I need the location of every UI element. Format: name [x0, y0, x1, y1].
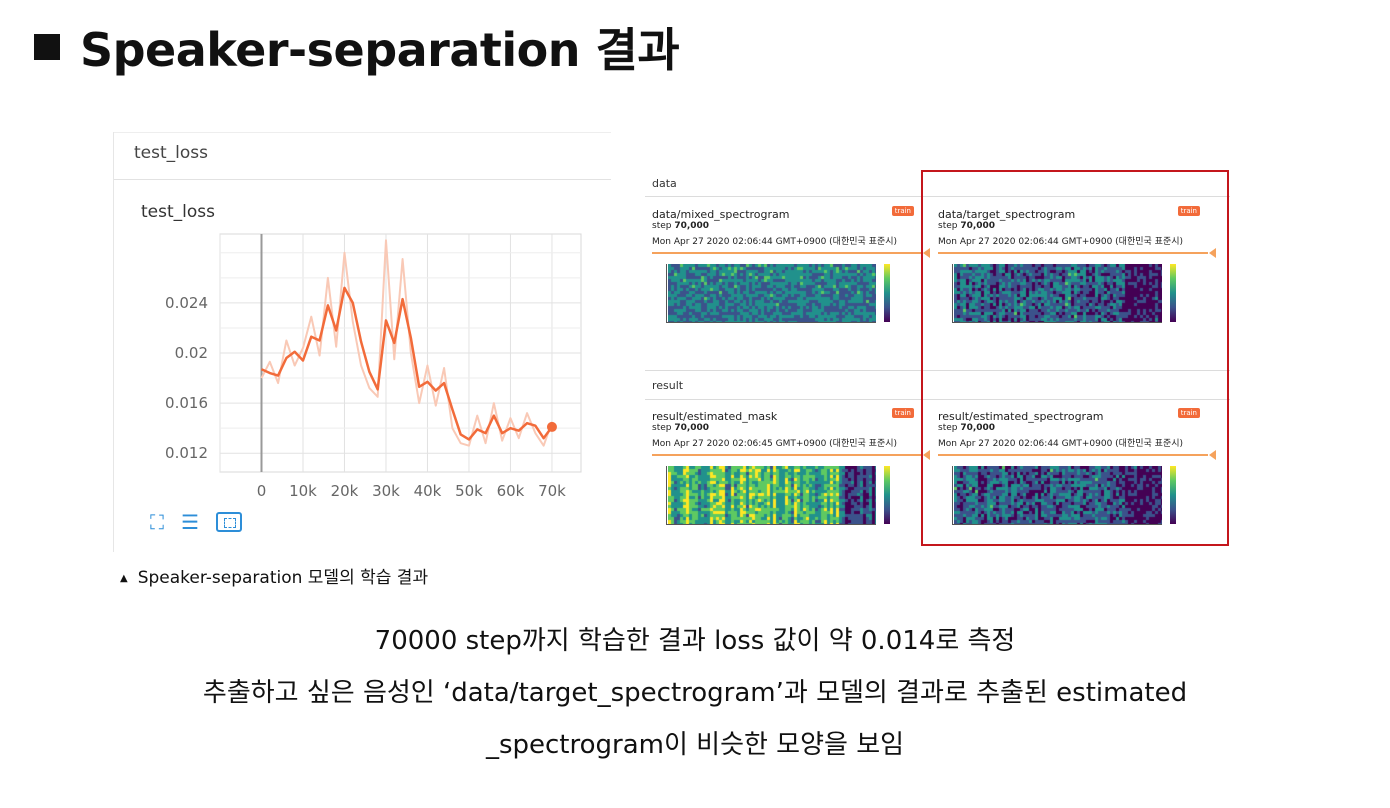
image-card-timestamp: Mon Apr 27 2020 02:06:44 GMT+0900 (대한민국 … — [938, 237, 1184, 247]
spectrogram-y-axis — [952, 264, 953, 322]
image-card-timestamp: Mon Apr 27 2020 02:06:44 GMT+0900 (대한민국 … — [652, 237, 898, 247]
spectrogram-x-axis — [666, 524, 876, 525]
section-label-result: result — [652, 379, 684, 392]
spectrogram-y-axis — [952, 466, 953, 524]
image-card-step-value: 70,000 — [960, 423, 996, 433]
x-tick-label: 50k — [455, 482, 483, 500]
body-line-1: 70000 step까지 학습한 결과 loss 값이 약 0.014로 측정 — [374, 626, 1016, 656]
x-tick-label: 30k — [372, 482, 400, 500]
image-card-step: step 70,000 — [652, 423, 709, 433]
fit-domain-icon[interactable] — [216, 512, 243, 532]
y-tick-label: 0.024 — [165, 294, 208, 312]
section-divider — [645, 370, 1230, 371]
image-card: result/estimated_mask step 70,000 Mon Apr … — [652, 408, 930, 560]
spectrogram-x-axis — [952, 322, 1162, 323]
section-divider — [645, 196, 1230, 197]
slider-knob[interactable] — [923, 450, 930, 460]
list-icon[interactable]: ☰ — [181, 510, 200, 534]
image-card-step-prefix: step — [652, 423, 675, 433]
run-badge: train — [1177, 408, 1200, 418]
image-card-step: step 70,000 — [652, 221, 709, 231]
run-badge: train — [1177, 206, 1200, 216]
image-card: data/target_spectrogram step 70,000 Mon Ap… — [938, 206, 1216, 358]
image-card-step-value: 70,000 — [674, 423, 710, 433]
colorbar — [1170, 264, 1176, 322]
body-line-3: _spectrogram이 비슷한 모양을 보임 — [485, 730, 905, 760]
figure-caption-text: Speaker-separation 모델의 학습 결과 — [137, 568, 429, 588]
image-card-step-prefix: step — [652, 221, 675, 231]
smoothed-series-line — [260, 286, 553, 441]
spectrogram-image — [954, 264, 1162, 322]
tb-panel-header-label: test_loss — [134, 143, 208, 163]
spectrogram-image — [954, 466, 1162, 524]
last-point-marker — [546, 421, 557, 432]
image-card-title: data/target_spectrogram — [938, 208, 1076, 221]
spectrogram-x-axis — [952, 524, 1162, 525]
image-card-step: step 70,000 — [938, 423, 995, 433]
image-card-step-prefix: step — [938, 221, 961, 231]
colorbar — [884, 466, 890, 524]
colorbar — [884, 264, 890, 322]
square-bullet-icon — [34, 34, 60, 60]
spectrogram-y-axis — [666, 466, 667, 524]
x-tick-label: 60k — [497, 482, 525, 500]
image-card-step-prefix: step — [938, 423, 961, 433]
image-card: data/mixed_spectrogram step 70,000 Mon Apr… — [652, 206, 930, 358]
x-tick-label: 70k — [538, 482, 566, 500]
run-badge: train — [891, 408, 914, 418]
section-divider — [645, 399, 1230, 400]
x-tick-label: 40k — [414, 482, 442, 500]
slider-knob[interactable] — [1209, 248, 1216, 258]
tensorboard-scalar-panel: test_loss test_loss 0 10k 20k 30k 40k 50k 60k 7… — [113, 132, 611, 552]
spectrogram-x-axis — [666, 322, 876, 323]
figure-caption: ▲ Speaker-separation 모델의 학습 결과 — [120, 563, 428, 588]
tb-chart-toolbar: ⛶ ☰ — [150, 510, 254, 534]
run-badge: train — [891, 206, 914, 216]
spectrogram-image — [668, 466, 876, 524]
image-card-timestamp: Mon Apr 27 2020 02:06:45 GMT+0900 (대한민국 … — [652, 439, 898, 449]
expand-icon[interactable]: ⛶ — [150, 510, 164, 534]
image-card-timestamp: Mon Apr 27 2020 02:06:44 GMT+0900 (대한민국 … — [938, 439, 1184, 449]
step-slider[interactable] — [652, 450, 930, 460]
step-slider[interactable] — [938, 450, 1216, 460]
x-tick-label: 10k — [289, 482, 317, 500]
triangle-bullet-icon: ▲ — [120, 573, 128, 584]
raw-series-line — [260, 239, 553, 447]
test-loss-chart: 0 10k 20k 30k 40k 50k 60k 70k 0.012 0.016 0.02 0.02… — [165, 233, 582, 500]
y-tick-label: 0.02 — [175, 344, 208, 362]
step-slider[interactable] — [652, 248, 930, 258]
image-card-title: data/mixed_spectrogram — [652, 208, 790, 221]
colorbar — [1170, 466, 1176, 524]
x-tick-label: 0 — [257, 482, 267, 500]
spectrogram-y-axis — [666, 264, 667, 322]
slider-knob[interactable] — [923, 248, 930, 258]
x-tick-label: 20k — [331, 482, 359, 500]
image-card-step-value: 70,000 — [960, 221, 996, 231]
section-label-data: data — [652, 177, 677, 190]
slide-title: Speaker-separation 결과 — [34, 14, 680, 80]
tb-panel-header[interactable]: test_loss — [114, 132, 611, 180]
tb-card-title: test_loss — [141, 202, 215, 222]
image-card-title: result/estimated_spectrogram — [938, 410, 1104, 423]
slide-title-text: Speaker-separation 결과 — [80, 23, 680, 77]
step-slider[interactable] — [938, 248, 1216, 258]
spectrogram-image — [668, 264, 876, 322]
y-tick-label: 0.012 — [165, 444, 208, 462]
body-line-2: 추출하고 싶은 음성인 ‘data/target_spectrogram’과 모… — [202, 678, 1188, 708]
y-tick-label: 0.016 — [165, 394, 208, 412]
image-card-title: result/estimated_mask — [652, 410, 778, 423]
highlight-box — [921, 170, 1229, 546]
image-card-step: step 70,000 — [938, 221, 995, 231]
image-card: result/estimated_spectrogram step 70,000 M… — [938, 408, 1216, 560]
slider-knob[interactable] — [1209, 450, 1216, 460]
image-card-step-value: 70,000 — [674, 221, 710, 231]
